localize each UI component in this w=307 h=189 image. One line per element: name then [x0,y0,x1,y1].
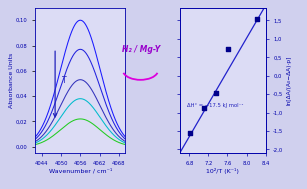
Point [201,107,206,110]
Text: H₂ / Mg-Y: H₂ / Mg-Y [122,45,160,54]
Point [226,48,231,51]
X-axis label: 10²/T (K⁻¹): 10²/T (K⁻¹) [206,168,239,174]
Point [213,91,218,94]
Text: ΔH° = −17.5 kJ mol⁻¹: ΔH° = −17.5 kJ mol⁻¹ [187,102,243,108]
Y-axis label: ln[ΔA/(A₀−ΔA)·p]: ln[ΔA/(A₀−ΔA)·p] [286,56,291,105]
X-axis label: Wavenumber / cm⁻¹: Wavenumber / cm⁻¹ [49,168,112,173]
Y-axis label: Absorbance Units: Absorbance Units [9,53,14,108]
Text: T: T [62,76,67,85]
Point [188,131,193,134]
Point [255,17,259,20]
